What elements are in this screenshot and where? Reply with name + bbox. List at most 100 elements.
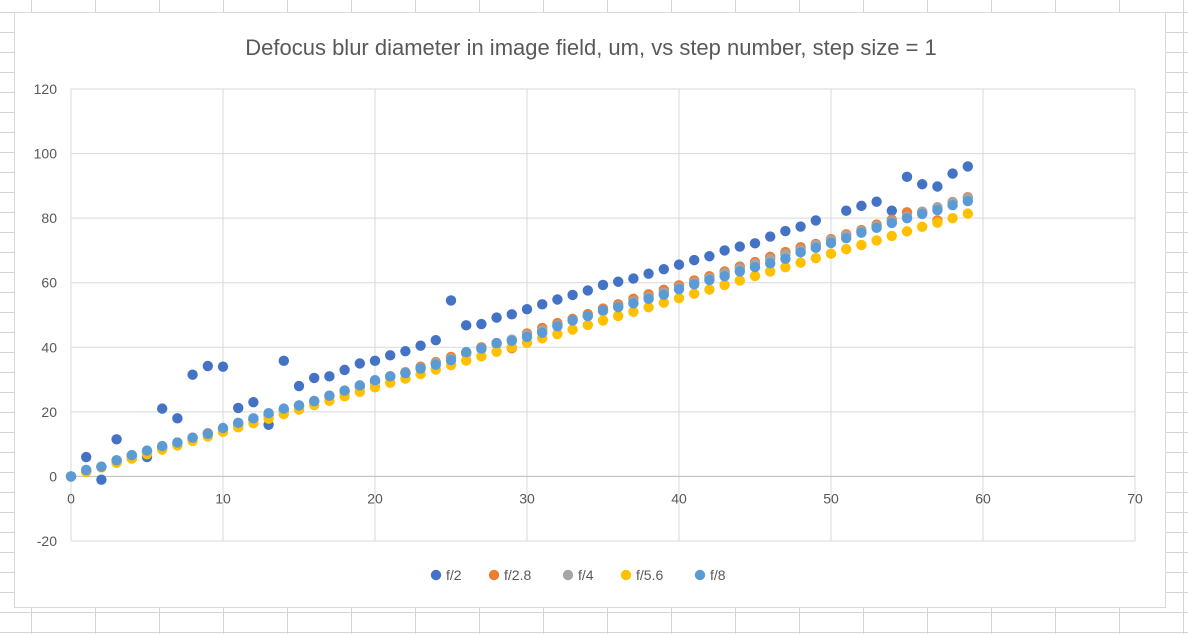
data-point[interactable] [917, 179, 928, 190]
data-point[interactable] [582, 319, 593, 331]
data-point[interactable] [506, 309, 517, 320]
data-point[interactable] [658, 297, 669, 308]
data-point[interactable] [430, 359, 441, 370]
data-point[interactable] [567, 324, 578, 335]
data-point[interactable] [856, 239, 867, 251]
data-point[interactable] [537, 327, 548, 338]
data-point[interactable] [841, 243, 852, 255]
data-point[interactable] [233, 417, 244, 429]
data-point[interactable] [491, 312, 502, 323]
legend-item[interactable]: f/8 [694, 567, 726, 583]
data-point[interactable] [445, 295, 457, 306]
data-point[interactable] [385, 350, 396, 361]
data-point[interactable] [947, 168, 958, 179]
data-point[interactable] [597, 279, 609, 291]
data-point[interactable] [582, 285, 593, 296]
data-point[interactable] [491, 346, 502, 358]
data-point[interactable] [825, 237, 837, 249]
data-point[interactable] [643, 268, 654, 279]
data-point[interactable] [461, 346, 472, 358]
data-point[interactable] [400, 345, 411, 357]
data-point[interactable] [673, 293, 685, 304]
data-point[interactable] [582, 310, 593, 322]
data-point[interactable] [734, 275, 745, 286]
data-point[interactable] [689, 279, 700, 290]
data-point[interactable] [749, 262, 761, 273]
data-point[interactable] [871, 222, 882, 234]
data-point[interactable] [354, 358, 365, 369]
data-point[interactable] [673, 259, 685, 270]
data-point[interactable] [415, 340, 426, 351]
data-point[interactable] [309, 396, 320, 407]
data-point[interactable] [293, 400, 305, 411]
data-point[interactable] [901, 226, 913, 237]
data-point[interactable] [673, 283, 685, 295]
data-point[interactable] [871, 196, 882, 207]
data-point[interactable] [278, 403, 289, 414]
data-point[interactable] [932, 204, 943, 216]
data-point[interactable] [947, 200, 958, 211]
data-point[interactable] [552, 328, 563, 340]
data-point[interactable] [415, 363, 426, 374]
data-point[interactable] [856, 227, 867, 238]
data-point[interactable] [202, 428, 213, 440]
data-point[interactable] [141, 445, 153, 456]
data-point[interactable] [339, 385, 350, 396]
data-point[interactable] [248, 396, 259, 408]
data-point[interactable] [567, 315, 578, 326]
data-point[interactable] [172, 437, 183, 448]
data-point[interactable] [917, 208, 928, 220]
data-point[interactable] [400, 367, 411, 379]
data-point[interactable] [157, 440, 168, 452]
data-point[interactable] [278, 355, 289, 367]
data-point[interactable] [841, 232, 852, 244]
data-point[interactable] [856, 200, 867, 212]
data-point[interactable] [719, 279, 730, 291]
data-point[interactable] [719, 245, 730, 256]
data-point[interactable] [734, 241, 745, 252]
data-point[interactable] [886, 230, 897, 242]
data-point[interactable] [901, 171, 913, 183]
data-point[interactable] [324, 371, 335, 382]
data-point[interactable] [962, 195, 973, 207]
data-point[interactable] [825, 248, 837, 259]
data-point[interactable] [81, 451, 92, 463]
data-point[interactable] [217, 422, 229, 434]
data-point[interactable] [658, 263, 669, 275]
data-point[interactable] [96, 474, 107, 485]
data-point[interactable] [81, 464, 92, 476]
data-point[interactable] [795, 257, 806, 268]
data-point[interactable] [187, 369, 198, 380]
data-point[interactable] [734, 266, 745, 277]
data-point[interactable] [111, 455, 122, 466]
data-point[interactable] [233, 402, 244, 414]
data-point[interactable] [537, 299, 548, 310]
data-point[interactable] [461, 355, 472, 366]
data-point[interactable] [309, 372, 320, 384]
data-point[interactable] [476, 351, 487, 362]
data-point[interactable] [248, 413, 259, 424]
data-point[interactable] [369, 355, 381, 367]
data-point[interactable] [643, 293, 654, 305]
data-point[interactable] [765, 258, 776, 269]
data-point[interactable] [765, 266, 776, 277]
data-point[interactable] [157, 403, 168, 414]
data-point[interactable] [369, 375, 381, 386]
data-point[interactable] [293, 380, 305, 392]
data-point[interactable] [202, 360, 213, 372]
data-point[interactable] [263, 407, 274, 419]
data-point[interactable] [704, 274, 715, 286]
data-point[interactable] [810, 252, 821, 264]
data-point[interactable] [810, 242, 821, 254]
data-point[interactable] [795, 247, 806, 258]
data-point[interactable] [461, 320, 472, 331]
data-point[interactable] [780, 225, 791, 237]
data-point[interactable] [704, 251, 715, 262]
data-point[interactable] [810, 215, 821, 226]
data-point[interactable] [704, 284, 715, 295]
data-point[interactable] [521, 331, 533, 343]
data-point[interactable] [354, 380, 365, 391]
data-point[interactable] [689, 288, 700, 299]
data-point[interactable] [871, 235, 882, 246]
data-point[interactable] [613, 276, 624, 287]
